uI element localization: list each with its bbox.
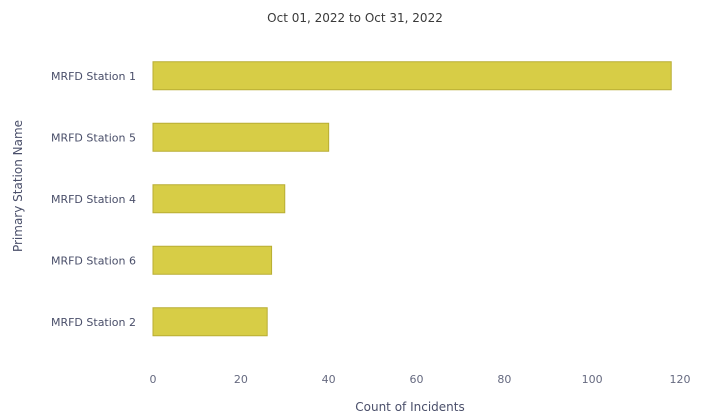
chart-subtitle: Oct 01, 2022 to Oct 31, 2022 [267,11,443,25]
x-axis-ticks: 0 20 40 60 80 100 120 [150,373,691,386]
x-tick-label: 60 [410,373,424,386]
bar-mrfd-station-1 [152,61,672,91]
x-tick-label: 40 [322,373,336,386]
category-label: MRFD Station 5 [51,131,136,144]
bar-mrfd-station-6 [152,245,273,275]
bar-mrfd-station-5 [152,122,330,152]
category-label: MRFD Station 1 [51,70,136,83]
x-axis-title: Count of Incidents [355,400,464,414]
bar-mrfd-station-2 [152,307,268,337]
x-tick-label: 0 [150,373,157,386]
category-label: MRFD Station 4 [51,193,136,206]
bars-group [152,61,672,337]
x-tick-label: 120 [670,373,691,386]
y-axis-title: Primary Station Name [11,120,25,252]
category-label: MRFD Station 6 [51,254,136,267]
bar-mrfd-station-4 [152,184,286,214]
x-tick-label: 80 [497,373,511,386]
x-tick-label: 100 [582,373,603,386]
category-label: MRFD Station 2 [51,316,136,329]
x-tick-label: 20 [234,373,248,386]
category-labels: MRFD Station 1 MRFD Station 5 MRFD Station… [51,70,136,329]
